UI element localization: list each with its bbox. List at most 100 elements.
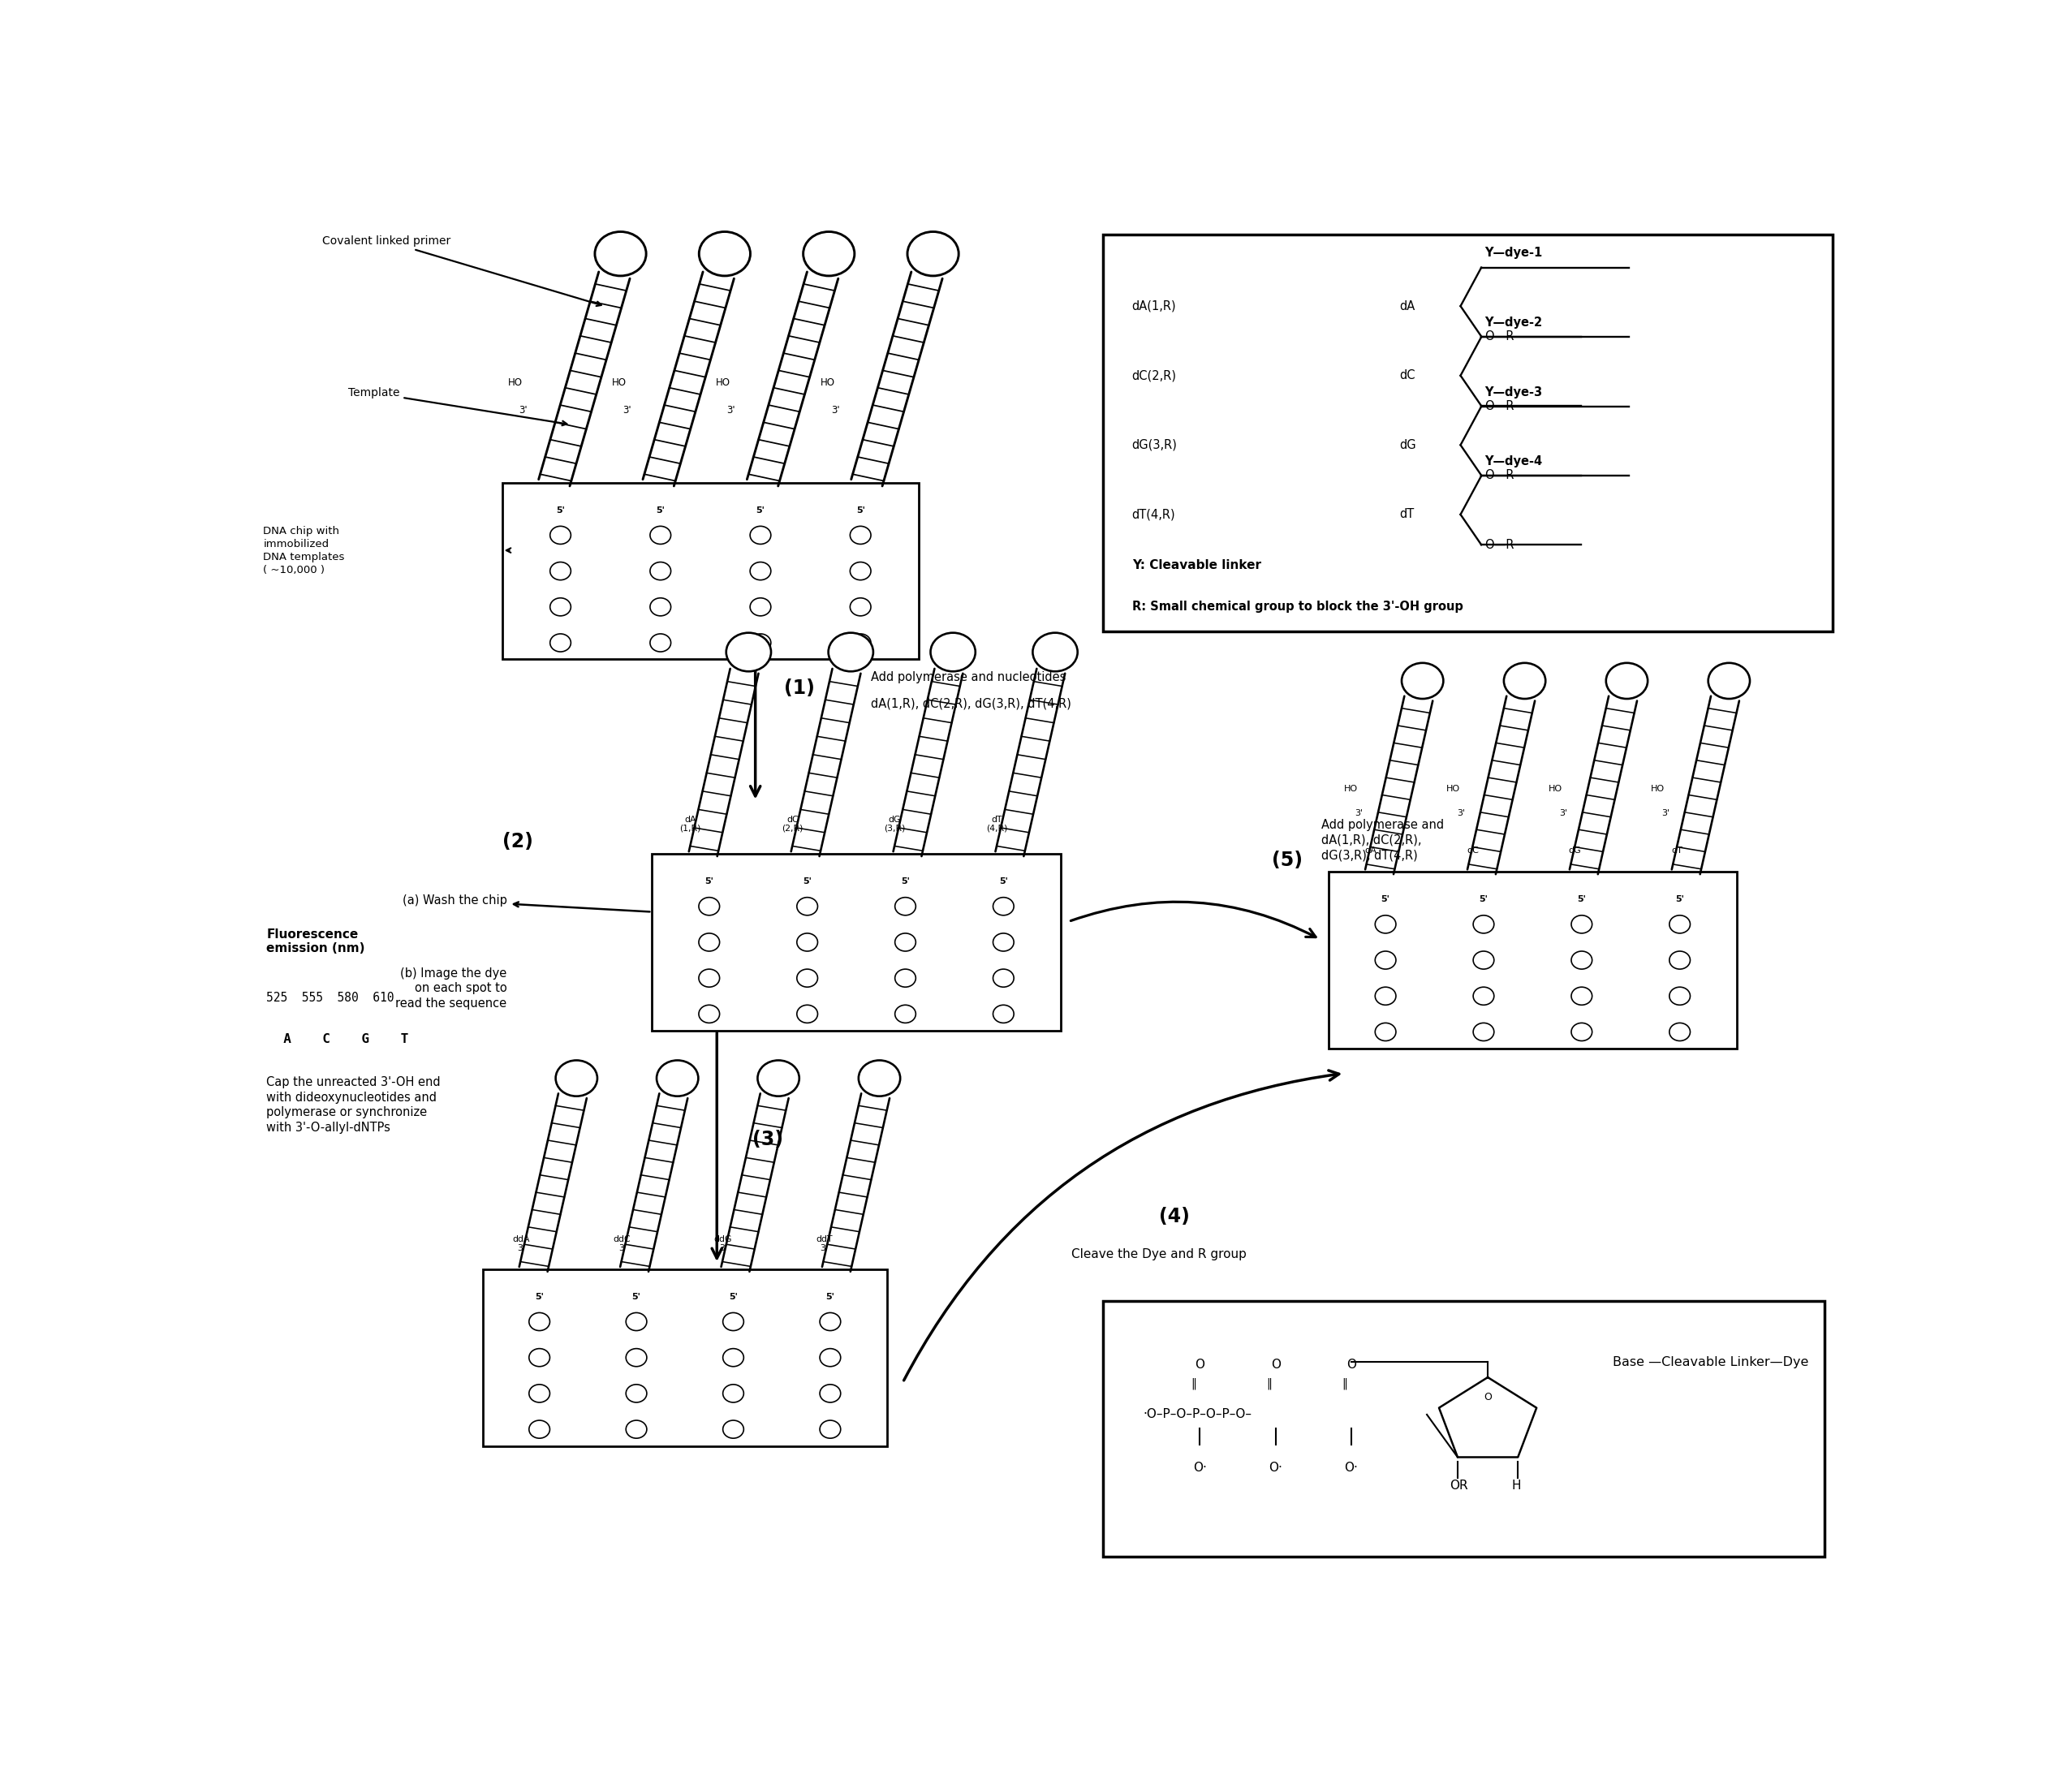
Text: Cleave the Dye and R group: Cleave the Dye and R group [1071, 1249, 1247, 1260]
Text: O—R: O—R [1485, 470, 1514, 482]
Circle shape [1375, 916, 1396, 934]
Circle shape [1572, 987, 1592, 1005]
Text: O·: O· [1344, 1462, 1359, 1473]
Circle shape [1572, 952, 1592, 969]
Circle shape [796, 934, 817, 952]
Circle shape [724, 1349, 744, 1367]
Circle shape [1375, 987, 1396, 1005]
Text: HO: HO [821, 378, 835, 387]
Text: 5': 5' [556, 505, 565, 514]
Text: O: O [1346, 1358, 1357, 1371]
Circle shape [1472, 987, 1493, 1005]
Text: 5': 5' [1675, 896, 1683, 903]
Circle shape [699, 231, 751, 276]
Text: (3): (3) [753, 1129, 784, 1149]
Circle shape [1375, 1023, 1396, 1041]
Text: HO: HO [1344, 785, 1359, 792]
Circle shape [1402, 663, 1443, 699]
Circle shape [1472, 1023, 1493, 1041]
Circle shape [931, 633, 976, 672]
Text: Add polymerase and
dA(1,R), dC(2,R),
dG(3,R), dT(4,R): Add polymerase and dA(1,R), dC(2,R), dG(… [1321, 819, 1443, 862]
Text: OR: OR [1450, 1480, 1468, 1491]
Polygon shape [1439, 1378, 1537, 1457]
Text: O: O [1483, 1392, 1491, 1403]
Text: HO: HO [1446, 785, 1460, 792]
Circle shape [649, 599, 670, 616]
Circle shape [699, 898, 720, 916]
Text: dA(1,R): dA(1,R) [1131, 299, 1177, 312]
Text: Covalent linked primer: Covalent linked primer [323, 235, 602, 306]
Circle shape [1472, 916, 1493, 934]
Circle shape [819, 1349, 840, 1367]
Text: O: O [1270, 1358, 1280, 1371]
Circle shape [529, 1314, 550, 1331]
Text: dG(3,R): dG(3,R) [1131, 439, 1177, 452]
Circle shape [751, 634, 771, 652]
Circle shape [1503, 663, 1545, 699]
Circle shape [649, 563, 670, 581]
Circle shape [796, 969, 817, 987]
Circle shape [895, 969, 916, 987]
Text: O—R: O—R [1485, 400, 1514, 412]
Circle shape [858, 1061, 900, 1097]
Text: Y—dye-1: Y—dye-1 [1485, 247, 1543, 260]
Text: 3': 3' [622, 405, 631, 416]
Bar [651, 855, 1061, 1030]
Text: ·O–P–O–P–O–P–O–: ·O–P–O–P–O–P–O– [1144, 1409, 1251, 1421]
Text: HO: HO [1650, 785, 1665, 792]
Circle shape [850, 563, 871, 581]
Circle shape [649, 634, 670, 652]
Text: dC: dC [1466, 846, 1479, 855]
Circle shape [1572, 916, 1592, 934]
Text: 5': 5' [999, 878, 1007, 885]
Text: ddA
3': ddA 3' [513, 1235, 529, 1253]
Text: dT
(4,R): dT (4,R) [986, 815, 1007, 831]
Text: 3': 3' [1355, 810, 1363, 817]
Circle shape [724, 1314, 744, 1331]
Text: 5': 5' [656, 505, 666, 514]
Text: ‖: ‖ [1191, 1378, 1195, 1391]
Circle shape [751, 527, 771, 545]
Text: (b) Image the dye
on each spot to
read the sequence: (b) Image the dye on each spot to read t… [395, 968, 507, 1009]
Text: Base —Cleavable Linker—Dye: Base —Cleavable Linker—Dye [1613, 1357, 1807, 1369]
Circle shape [627, 1385, 647, 1403]
Text: A    C    G    T: A C G T [269, 1034, 409, 1045]
Text: Y—dye-4: Y—dye-4 [1485, 455, 1543, 468]
Circle shape [699, 1005, 720, 1023]
Circle shape [1669, 916, 1690, 934]
Text: 3': 3' [519, 405, 527, 416]
Text: dA(1,R), dC(2,R), dG(3,R), dT(4,R): dA(1,R), dC(2,R), dG(3,R), dT(4,R) [871, 697, 1071, 710]
Circle shape [796, 1005, 817, 1023]
Circle shape [895, 1005, 916, 1023]
Bar [1102, 235, 1832, 633]
Circle shape [895, 934, 916, 952]
Text: 3': 3' [1458, 810, 1464, 817]
Circle shape [1607, 663, 1648, 699]
Text: HO: HO [507, 378, 523, 387]
Circle shape [1572, 1023, 1592, 1041]
Circle shape [757, 1061, 798, 1097]
Text: dG: dG [1568, 846, 1582, 855]
Circle shape [627, 1421, 647, 1439]
Circle shape [550, 634, 571, 652]
Text: ddC
3': ddC 3' [614, 1235, 631, 1253]
Text: dT: dT [1671, 846, 1683, 855]
Text: (4): (4) [1160, 1206, 1189, 1226]
Circle shape [751, 563, 771, 581]
Text: Fluorescence
emission (nm): Fluorescence emission (nm) [267, 928, 366, 955]
Text: (2): (2) [503, 831, 534, 851]
Circle shape [550, 599, 571, 616]
Text: ‖: ‖ [1266, 1378, 1272, 1391]
Text: HO: HO [612, 378, 627, 387]
Text: Y—dye-2: Y—dye-2 [1485, 317, 1543, 328]
Text: 3': 3' [1661, 810, 1669, 817]
Text: ‖: ‖ [1342, 1378, 1348, 1391]
Circle shape [993, 898, 1013, 916]
Circle shape [699, 934, 720, 952]
Circle shape [550, 527, 571, 545]
Text: dC
(2,R): dC (2,R) [782, 815, 802, 831]
Circle shape [993, 1005, 1013, 1023]
Text: 5': 5' [757, 505, 765, 514]
Text: 5': 5' [1381, 896, 1390, 903]
Circle shape [1708, 663, 1750, 699]
